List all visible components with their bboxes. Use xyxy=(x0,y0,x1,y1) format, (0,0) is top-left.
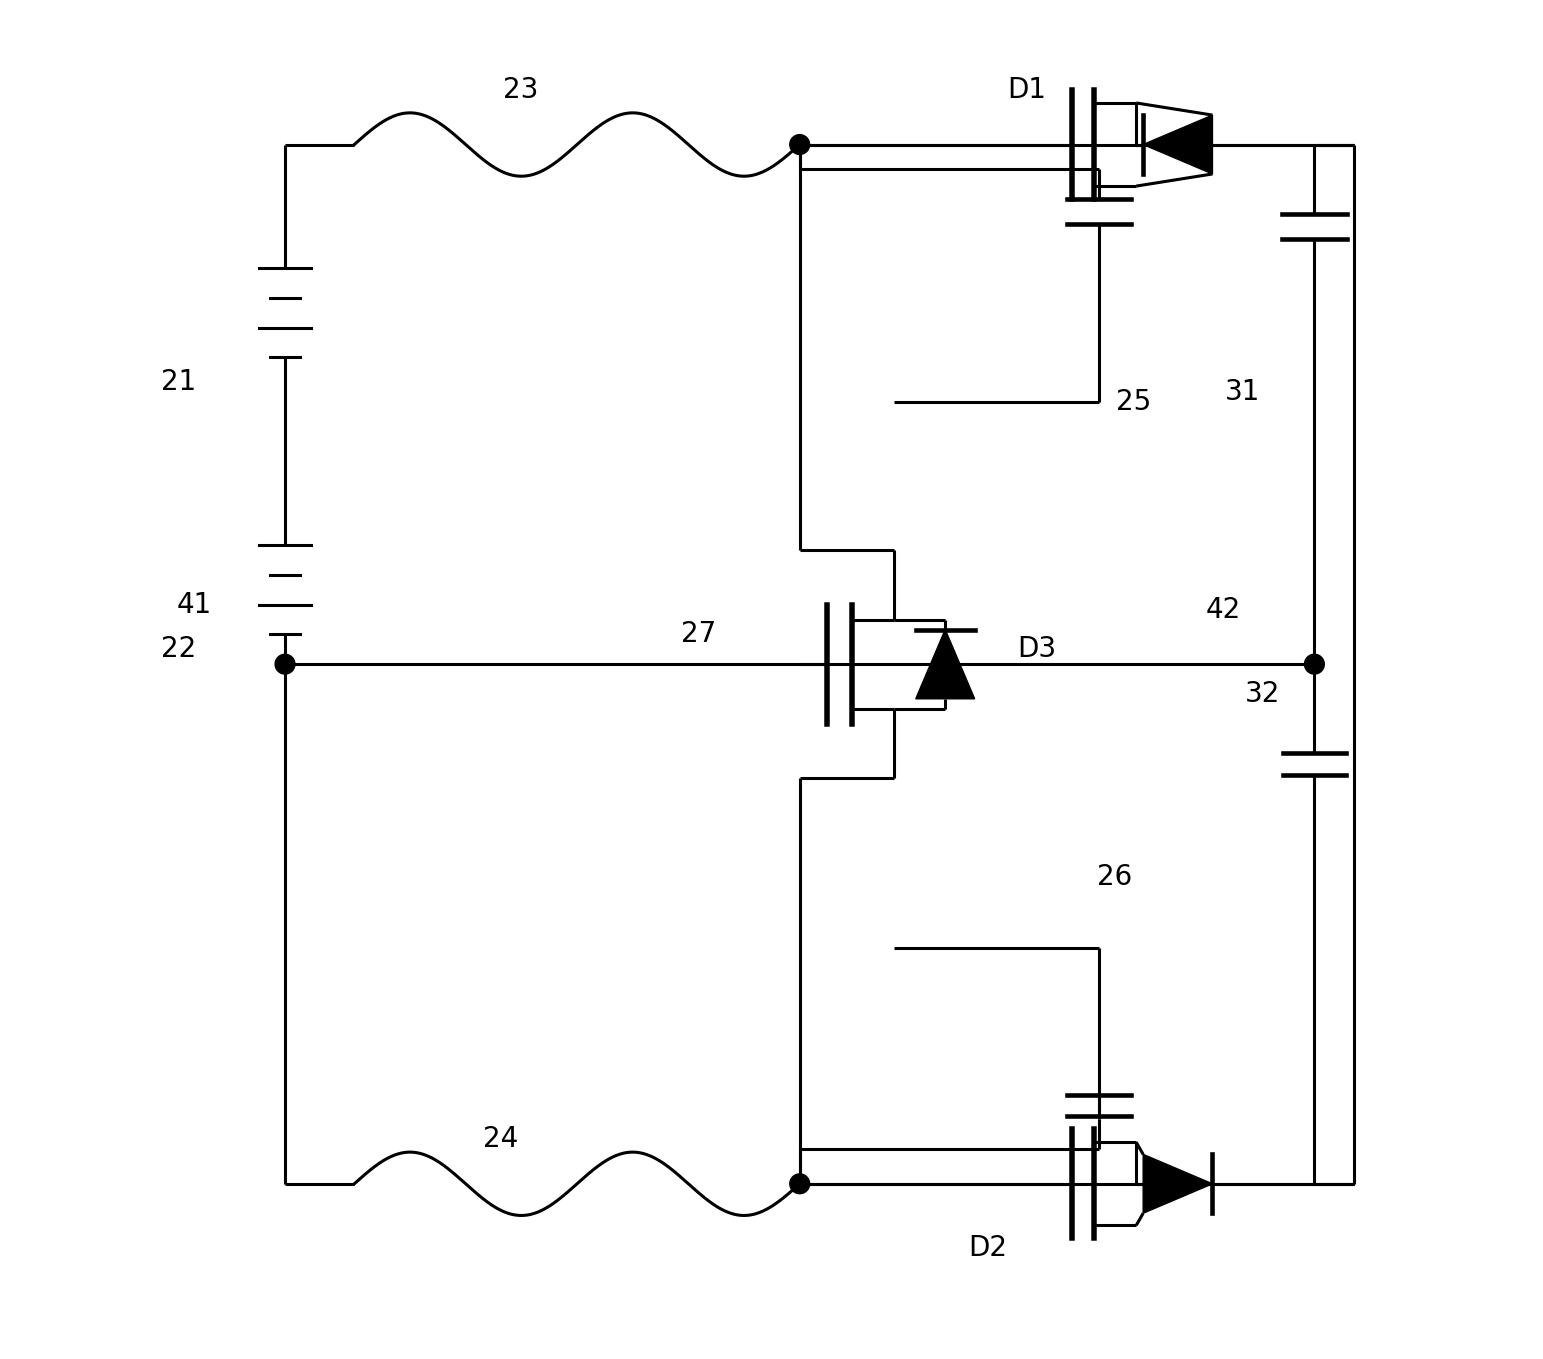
Text: 24: 24 xyxy=(483,1125,518,1154)
Text: 32: 32 xyxy=(1245,680,1281,708)
Text: 22: 22 xyxy=(162,635,196,663)
Text: 41: 41 xyxy=(176,591,211,618)
Text: 27: 27 xyxy=(680,621,716,648)
Polygon shape xyxy=(1143,116,1213,174)
Text: 42: 42 xyxy=(1205,595,1241,624)
Text: 25: 25 xyxy=(1117,387,1151,416)
Text: D3: D3 xyxy=(1017,635,1057,663)
Text: 26: 26 xyxy=(1097,863,1133,892)
Text: D1: D1 xyxy=(1008,76,1046,105)
Text: 23: 23 xyxy=(503,76,539,105)
Circle shape xyxy=(790,135,810,155)
Circle shape xyxy=(275,654,295,674)
Text: D2: D2 xyxy=(967,1234,1008,1263)
Polygon shape xyxy=(915,629,975,699)
Polygon shape xyxy=(1143,1154,1213,1214)
Circle shape xyxy=(1304,654,1324,674)
Text: 21: 21 xyxy=(162,368,196,395)
Text: 31: 31 xyxy=(1225,378,1261,406)
Circle shape xyxy=(790,1174,810,1193)
